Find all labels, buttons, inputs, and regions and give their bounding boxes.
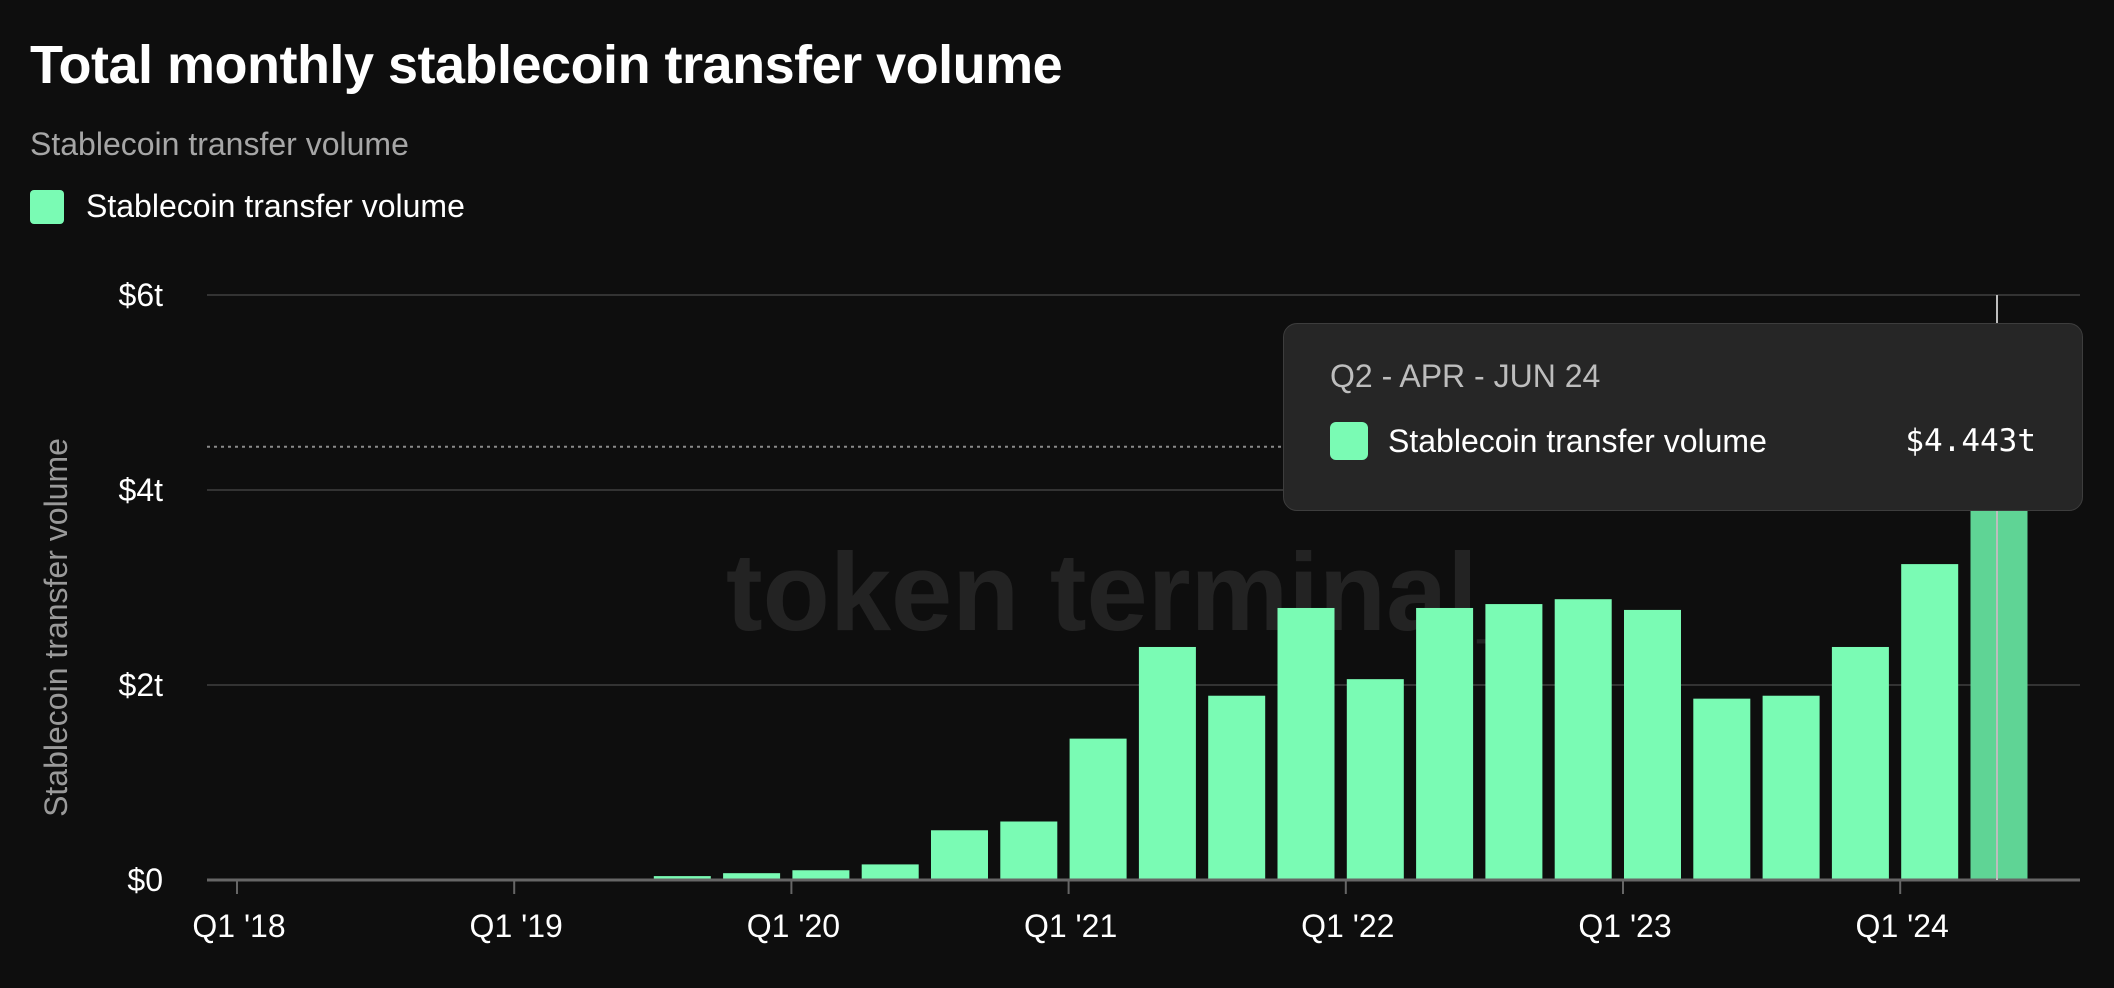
chart-title: Total monthly stablecoin transfer volume [30, 35, 1063, 95]
bar[interactable] [1970, 446, 2028, 880]
chart-subtitle: Stablecoin transfer volume [30, 126, 409, 162]
bar[interactable] [1624, 609, 1681, 880]
x-tick-label: Q1 '19 [470, 908, 563, 944]
tooltip-row: Stablecoin transfer volume $4.443t [1330, 422, 2036, 460]
x-tick-label: Q1 '23 [1578, 908, 1671, 944]
bar[interactable] [1000, 821, 1058, 881]
tooltip-value: $4.443t [1905, 423, 2036, 459]
bar[interactable] [1901, 564, 1959, 880]
bar[interactable] [1554, 599, 1612, 880]
y-tick-label: $6t [119, 277, 164, 313]
legend[interactable]: Stablecoin transfer volume [30, 188, 465, 225]
bar[interactable] [1693, 698, 1751, 880]
bar[interactable] [1762, 695, 1820, 880]
y-tick-label: $0 [127, 862, 163, 898]
y-tick-label: $4t [119, 472, 164, 508]
x-tick-label: Q1 '24 [1856, 908, 1949, 944]
bar[interactable] [653, 876, 711, 880]
axes: $0 $2t $4t $6t Q1 '18 Q1 '19 Q1 '20 Q1 '21 Q1 '2… [119, 277, 2080, 944]
tooltip-swatch [1330, 422, 1368, 460]
x-tick-label: Q1 '18 [192, 908, 285, 944]
bar[interactable] [1346, 679, 1404, 880]
tooltip-period: Q2 - APR - JUN 24 [1330, 358, 1601, 394]
y-axis-title: Stablecoin transfer volume [38, 438, 74, 817]
legend-swatch [30, 189, 64, 224]
legend-label: Stablecoin transfer volume [86, 188, 465, 224]
bar[interactable] [723, 873, 781, 880]
x-tick-label: Q1 '22 [1301, 908, 1394, 944]
bar[interactable] [1485, 604, 1543, 880]
bar[interactable] [1416, 607, 1474, 880]
tooltip-series-label: Stablecoin transfer volume [1388, 422, 1767, 459]
x-tick-label: Q1 '20 [747, 908, 840, 944]
bar[interactable] [1831, 646, 1889, 880]
bar[interactable] [1069, 738, 1127, 880]
x-tick-label: Q1 '21 [1024, 908, 1117, 944]
bar[interactable] [1208, 695, 1266, 880]
tooltip: Q2 - APR - JUN 24 Stablecoin transfer vo… [1283, 323, 2083, 511]
bar[interactable] [792, 870, 850, 880]
bar[interactable] [1277, 607, 1335, 880]
bar[interactable] [1138, 646, 1196, 880]
bar[interactable] [931, 830, 988, 880]
y-tick-label: $2t [119, 667, 164, 703]
bars [653, 446, 2028, 881]
bar[interactable] [861, 864, 919, 880]
watermark-text: token terminal_ [726, 531, 1541, 654]
